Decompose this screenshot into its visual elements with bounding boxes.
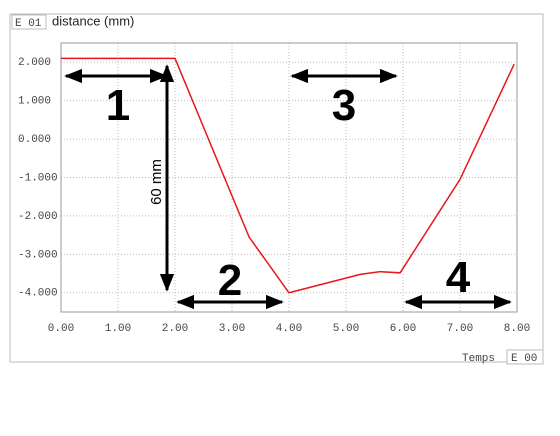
y-tick-label: -4.000: [18, 288, 58, 300]
x-axis-tag: E 00: [511, 353, 537, 365]
x-tick-label: 7.00: [447, 323, 473, 335]
x-tick-label: 3.00: [219, 323, 245, 335]
grid: [60, 43, 518, 312]
plot-frame: [60, 42, 518, 313]
annotation: 3: [332, 81, 356, 130]
x-tick-label: 4.00: [276, 323, 302, 335]
y-tick-label: 2.000: [18, 57, 51, 69]
y-tick-label: -2.000: [18, 211, 58, 223]
plot: [61, 57, 515, 294]
chart-title: distance (mm): [52, 13, 134, 28]
x-tick-label: 2.00: [162, 323, 188, 335]
x-tick-label: 1.00: [105, 323, 131, 335]
annotation: 4: [446, 253, 471, 302]
x-axis-label: Temps: [462, 353, 495, 365]
panel: [9, 13, 544, 363]
y-tick-label: -3.000: [18, 249, 58, 261]
y-axis-tag: E 01: [15, 18, 42, 30]
x-tick-label: 8.00: [504, 323, 530, 335]
axis-tag-box: [11, 14, 47, 30]
y-tick-label: 0.000: [18, 134, 51, 146]
x-tick-label: 0.00: [48, 323, 74, 335]
data-line: [61, 57, 515, 294]
y-tick-label: -1.000: [18, 172, 58, 184]
y-tick-label: 1.000: [18, 96, 51, 108]
x-tick-label: 5.00: [333, 323, 359, 335]
annotation: 2: [218, 256, 242, 305]
annotation: 60 mm: [148, 159, 165, 205]
arrows: [64, 64, 512, 310]
annotation: 1: [106, 81, 130, 130]
x-tick-label: 6.00: [390, 323, 416, 335]
axis-tag-box: [506, 349, 544, 365]
